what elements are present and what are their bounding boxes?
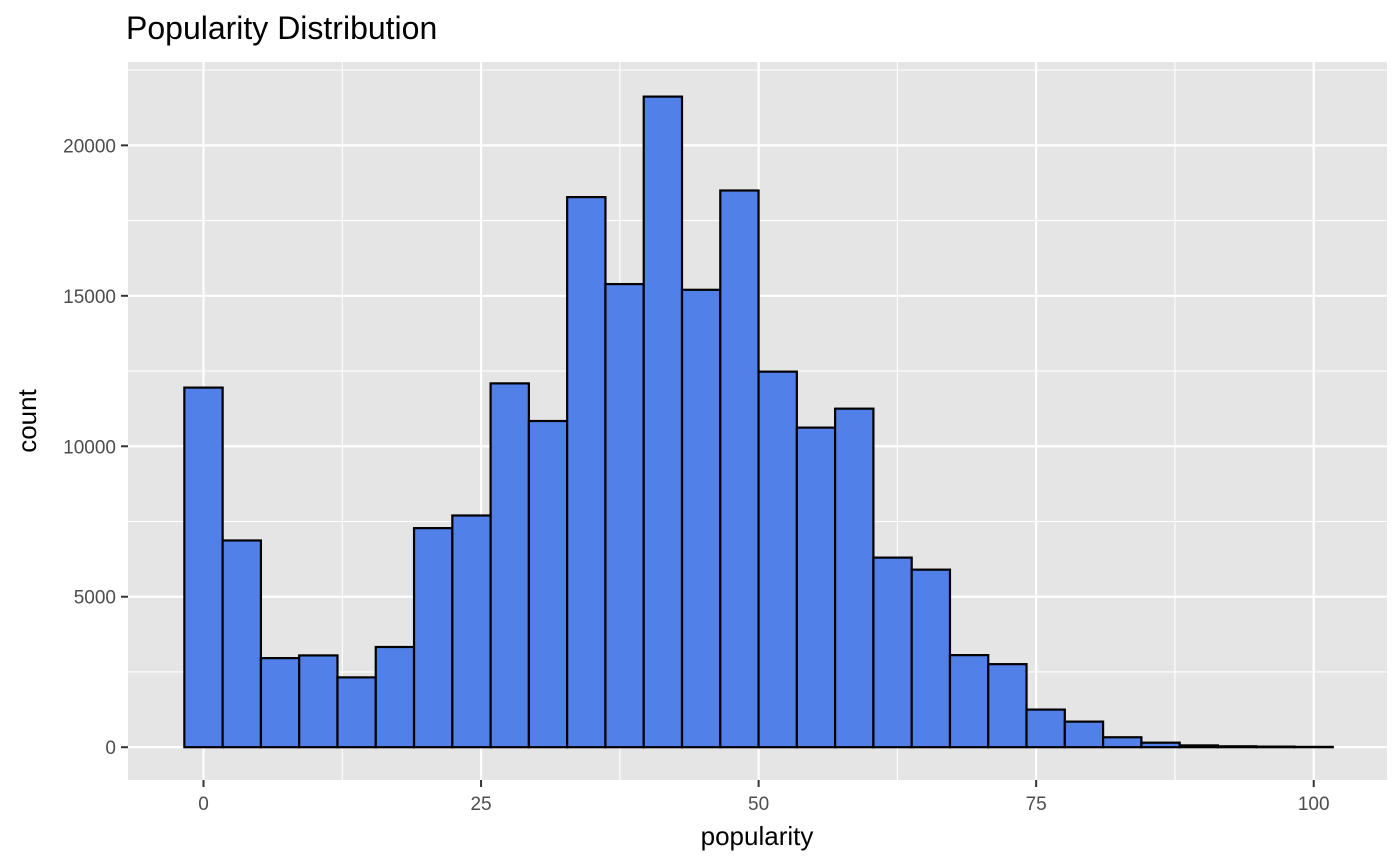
y-axis-ticks: 0 5000 10000 15000 20000 [63, 136, 128, 759]
histogram-bar [183, 386, 224, 749]
x-tick-label: 75 [1026, 794, 1047, 815]
histogram-bar [1025, 708, 1066, 749]
y-tick-label: 10000 [63, 437, 116, 458]
histogram-bar [1063, 720, 1105, 749]
histogram-bar [527, 419, 569, 749]
histogram-bar [872, 556, 913, 749]
histogram-bars [183, 95, 1334, 749]
x-tick-label: 100 [1298, 794, 1330, 815]
histogram-bar [795, 426, 837, 749]
histogram-bar [642, 95, 684, 749]
x-axis-title: popularity [701, 821, 814, 851]
histogram-bar [336, 676, 377, 749]
x-axis-ticks: 0 25 50 75 100 [198, 780, 1330, 815]
histogram-bar [489, 382, 530, 749]
x-tick-label: 0 [198, 794, 209, 815]
x-tick-label: 50 [748, 794, 769, 815]
chart-title: Popularity Distribution [126, 10, 437, 46]
histogram-bar [604, 282, 645, 749]
y-axis-title: count [12, 388, 42, 452]
histogram-bar [1140, 741, 1181, 749]
y-tick-label: 15000 [63, 287, 116, 308]
histogram-bar [221, 539, 263, 749]
histogram-bar [987, 663, 1028, 749]
histogram-bar [834, 407, 875, 749]
histogram-bar [948, 654, 990, 749]
histogram-bar [374, 645, 416, 749]
histogram-bar [259, 657, 301, 749]
histogram-bar [757, 370, 798, 749]
histogram-bar [1216, 745, 1258, 749]
y-tick-label: 0 [105, 738, 116, 759]
x-tick-label: 25 [470, 794, 491, 815]
histogram-bar [910, 568, 952, 749]
histogram-bar [719, 189, 760, 749]
histogram-bar [412, 527, 454, 749]
histogram-bar [1255, 745, 1296, 749]
histogram-bar [1101, 736, 1143, 749]
histogram-bar [451, 514, 492, 749]
y-tick-label: 20000 [63, 136, 116, 157]
y-tick-label: 5000 [74, 588, 116, 609]
histogram-bar [566, 196, 607, 749]
histogram-bar [298, 654, 339, 749]
histogram-bar [680, 288, 722, 749]
histogram-bar [1178, 744, 1220, 749]
